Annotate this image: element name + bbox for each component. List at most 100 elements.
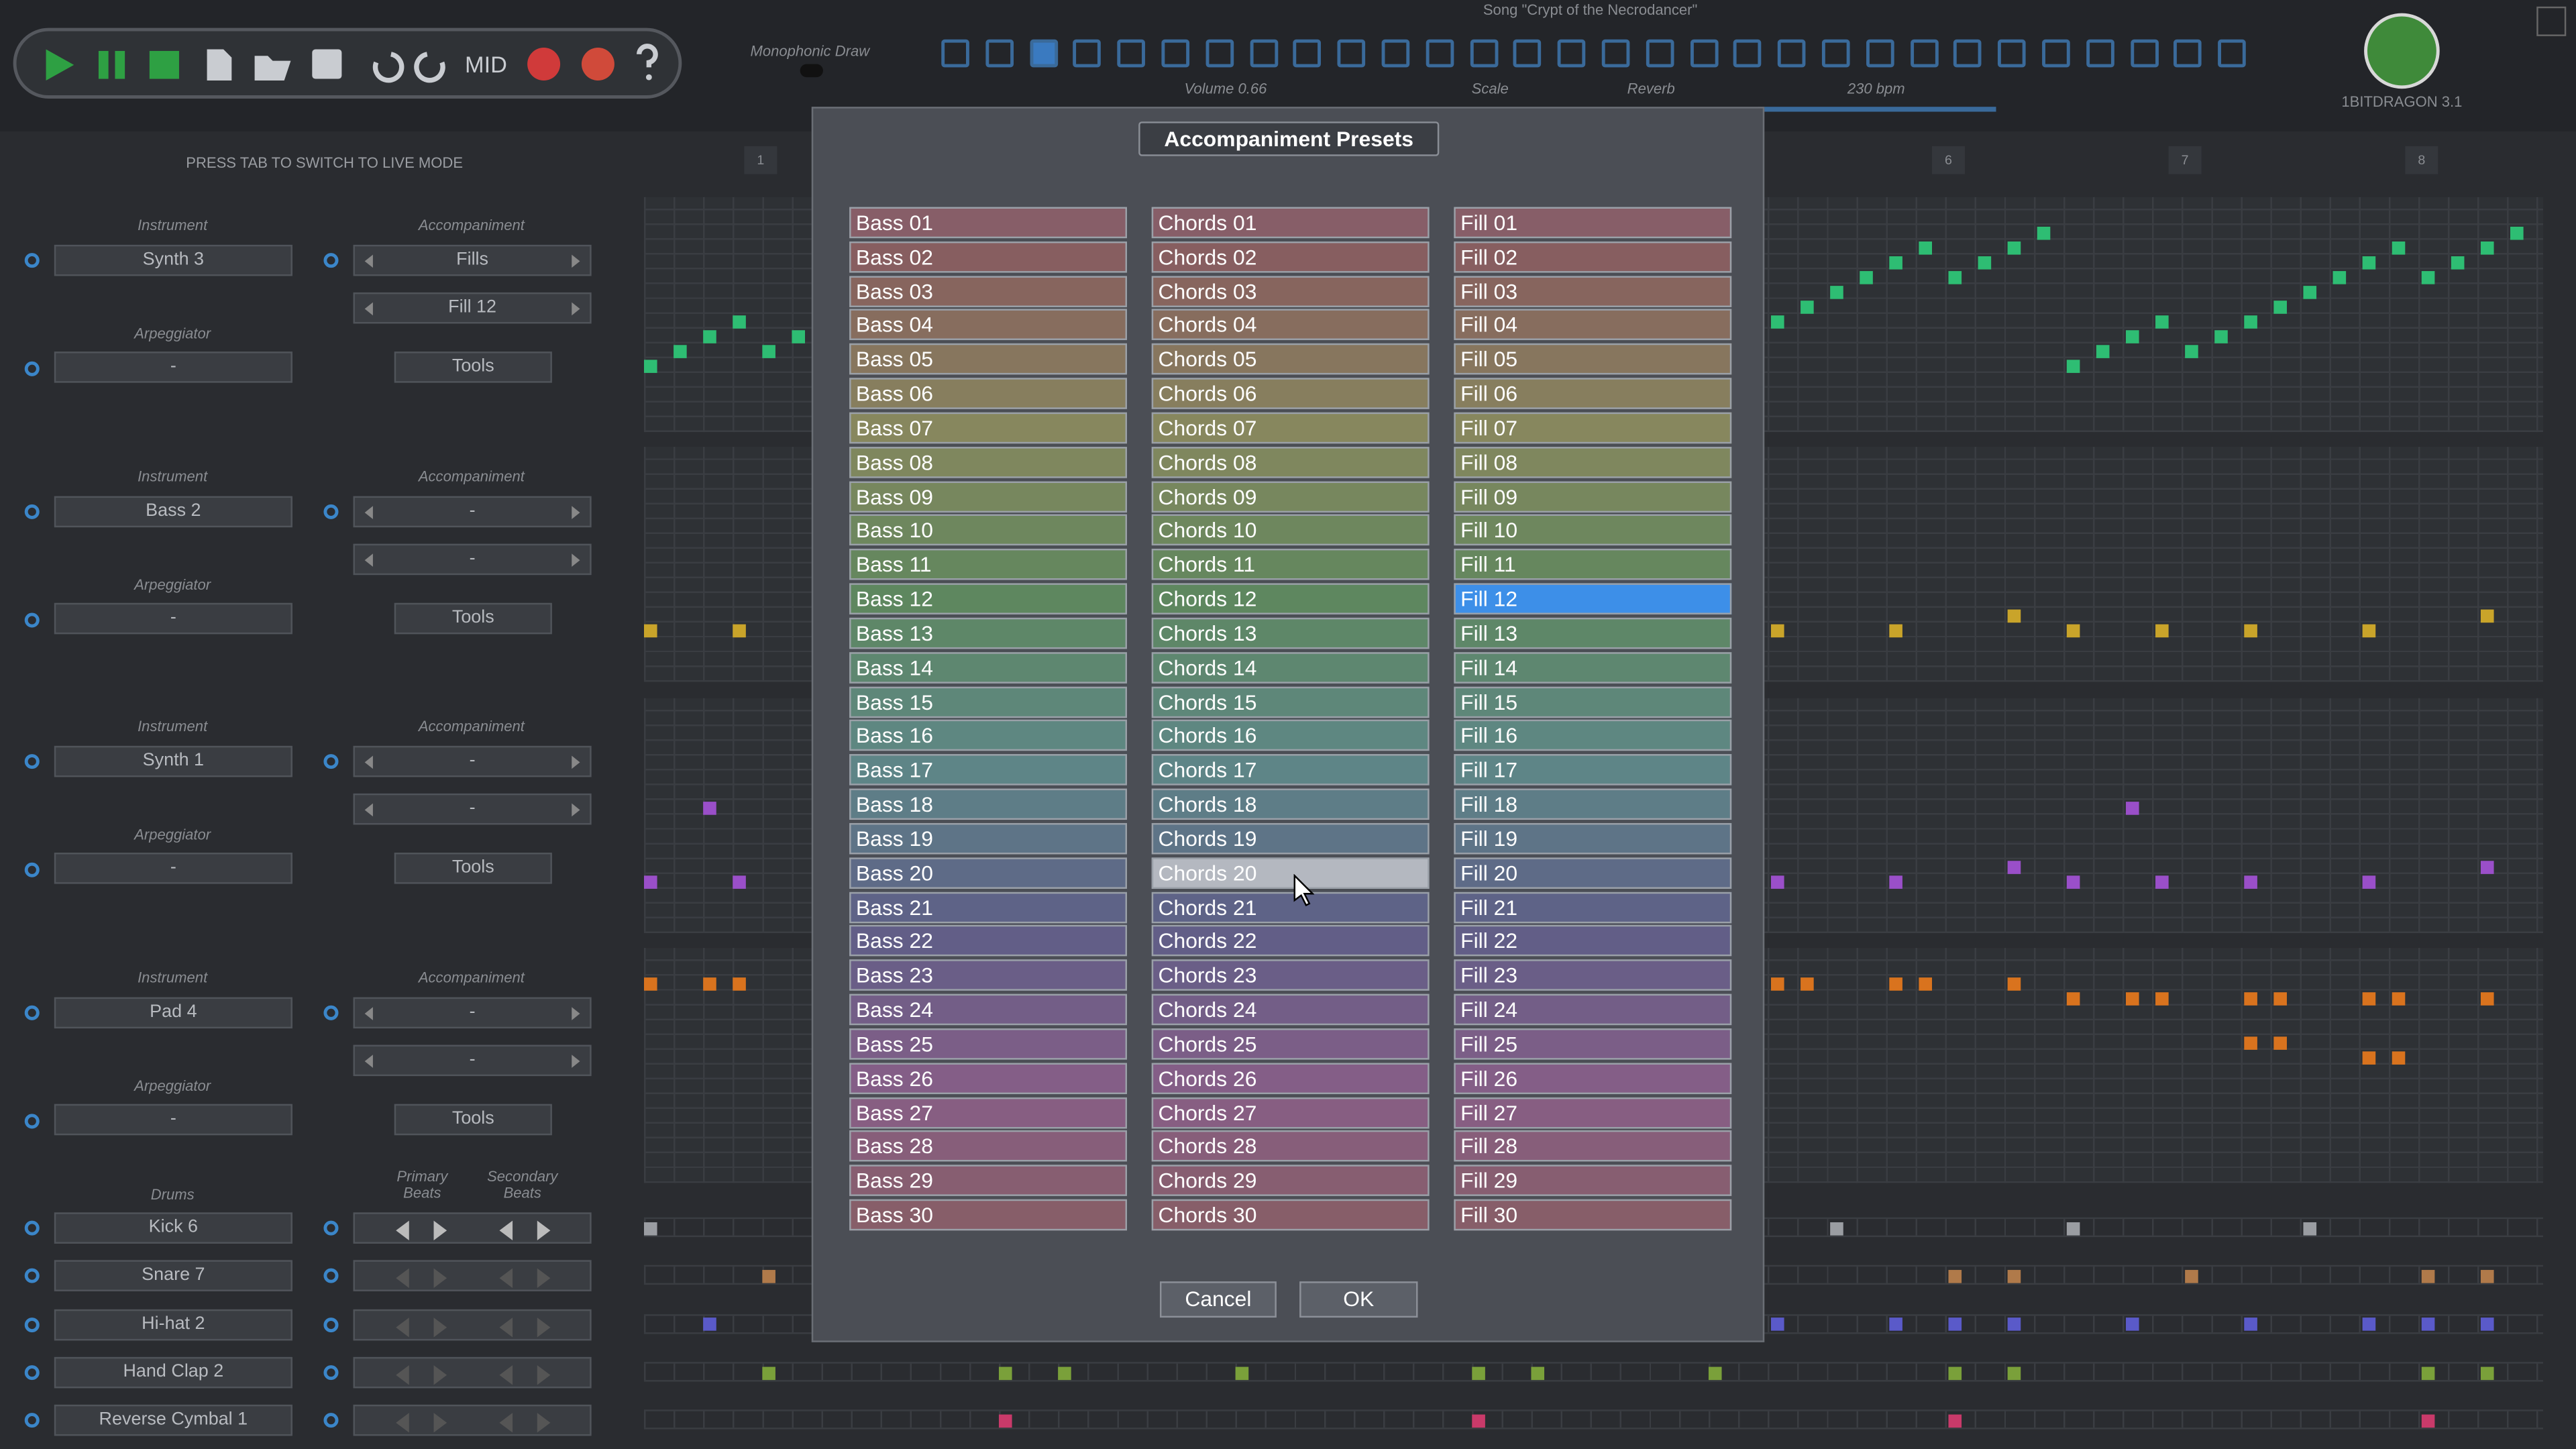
preset-item[interactable]: Chords 25 (1151, 1028, 1430, 1060)
preset-item[interactable]: Fill 04 (1454, 309, 1732, 341)
preset-item[interactable]: Fill 12 (1454, 583, 1732, 615)
preset-item[interactable]: Chords 13 (1151, 617, 1430, 649)
preset-item[interactable]: Chords 19 (1151, 822, 1430, 855)
preset-item[interactable]: Fill 15 (1454, 686, 1732, 718)
power-button[interactable] (24, 1364, 40, 1380)
preset-item[interactable]: Bass 16 (849, 720, 1128, 752)
beat-arrow[interactable] (396, 1364, 409, 1385)
accompaniment-preset-field[interactable]: - (353, 543, 592, 574)
arrow-right[interactable] (572, 302, 580, 316)
beat-arrow[interactable] (499, 1220, 513, 1240)
step-button[interactable] (1646, 39, 1674, 68)
accompaniment-field[interactable]: - (353, 495, 592, 527)
preset-item[interactable]: Bass 09 (849, 480, 1128, 513)
instrument-field[interactable]: Pad 4 (54, 996, 292, 1028)
accompaniment-field[interactable]: - (353, 745, 592, 777)
arrow-right[interactable] (572, 505, 580, 519)
preset-item[interactable]: Chords 17 (1151, 754, 1430, 786)
preset-item[interactable]: Chords 24 (1151, 994, 1430, 1026)
step-button[interactable] (1161, 39, 1190, 68)
arrow-right[interactable] (572, 553, 580, 566)
step-button[interactable] (1249, 39, 1278, 68)
step-button[interactable] (1117, 39, 1146, 68)
preset-item[interactable]: Fill 05 (1454, 343, 1732, 376)
preset-item[interactable]: Fill 23 (1454, 959, 1732, 991)
preset-item[interactable]: Chords 27 (1151, 1096, 1430, 1128)
preset-item[interactable]: Bass 07 (849, 412, 1128, 444)
loop-button[interactable] (581, 48, 614, 81)
arrow-left[interactable] (364, 254, 373, 268)
power-button[interactable] (24, 361, 40, 376)
preset-item[interactable]: Fill 20 (1454, 857, 1732, 889)
preset-item[interactable]: Bass 20 (849, 857, 1128, 889)
preset-item[interactable]: Fill 21 (1454, 891, 1732, 923)
tempo-slider[interactable] (1758, 107, 1996, 112)
preset-item[interactable]: Bass 12 (849, 583, 1128, 615)
preset-item[interactable]: Bass 03 (849, 275, 1128, 307)
arrow-left[interactable] (364, 1006, 373, 1020)
power-button[interactable] (24, 1317, 40, 1332)
preset-item[interactable]: Chords 29 (1151, 1165, 1430, 1197)
preset-item[interactable]: Fill 11 (1454, 549, 1732, 581)
step-button[interactable] (1513, 39, 1542, 68)
undo-button[interactable] (372, 52, 405, 83)
tools-button[interactable]: Tools (394, 853, 552, 884)
preset-item[interactable]: Bass 18 (849, 788, 1128, 820)
preset-item[interactable]: Bass 17 (849, 754, 1128, 786)
power-button[interactable] (24, 862, 40, 877)
step-button[interactable] (2130, 39, 2158, 68)
step-button[interactable] (1381, 39, 1410, 68)
pause-button[interactable] (98, 50, 109, 79)
step-button[interactable] (2042, 39, 2070, 68)
monophonic-toggle[interactable] (800, 64, 823, 78)
preset-item[interactable]: Chords 14 (1151, 651, 1430, 684)
step-button[interactable] (2174, 39, 2202, 68)
preset-item[interactable]: Chords 11 (1151, 549, 1430, 581)
preset-item[interactable]: Chords 18 (1151, 788, 1430, 820)
midi-button[interactable]: MID (465, 50, 507, 78)
beat-arrow[interactable] (396, 1220, 409, 1240)
power-button[interactable] (323, 1364, 339, 1380)
instrument-field[interactable]: Bass 2 (54, 495, 292, 527)
beats-field[interactable] (353, 1308, 592, 1340)
tools-button[interactable]: Tools (394, 352, 552, 383)
beat-arrow[interactable] (433, 1317, 447, 1337)
arrow-left[interactable] (364, 755, 373, 769)
beat-arrow[interactable] (537, 1413, 551, 1433)
arpeggiator-field[interactable]: - (54, 602, 292, 634)
preset-item[interactable]: Fill 02 (1454, 241, 1732, 273)
step-button[interactable] (1866, 39, 1894, 68)
fullscreen-button[interactable] (2536, 6, 2567, 36)
record-button[interactable] (527, 48, 561, 81)
power-button[interactable] (24, 1113, 40, 1128)
new-button[interactable] (207, 49, 232, 81)
preset-item[interactable]: Chords 01 (1151, 207, 1430, 239)
preset-item[interactable]: Chords 03 (1151, 275, 1430, 307)
preset-item[interactable]: Fill 06 (1454, 378, 1732, 410)
preset-item[interactable]: Bass 13 (849, 617, 1128, 649)
beat-arrow[interactable] (396, 1317, 409, 1337)
arrow-left[interactable] (364, 803, 373, 817)
preset-item[interactable]: Chords 22 (1151, 925, 1430, 957)
power-button[interactable] (323, 1413, 339, 1428)
pause-button[interactable] (115, 50, 125, 79)
preset-item[interactable]: Bass 29 (849, 1165, 1128, 1197)
beats-field[interactable] (353, 1405, 592, 1436)
step-button[interactable] (985, 39, 1014, 68)
step-button[interactable] (1029, 39, 1058, 68)
power-button[interactable] (24, 612, 40, 627)
accompaniment-preset-field[interactable]: - (353, 793, 592, 825)
preset-item[interactable]: Fill 25 (1454, 1028, 1732, 1060)
preset-item[interactable]: Fill 28 (1454, 1130, 1732, 1163)
arrow-left[interactable] (364, 553, 373, 566)
power-button[interactable] (24, 1004, 40, 1020)
step-button[interactable] (1205, 39, 1234, 68)
step-button[interactable] (2218, 39, 2247, 68)
preset-item[interactable]: Fill 22 (1454, 925, 1732, 957)
step-button[interactable] (1293, 39, 1322, 68)
redo-button[interactable] (414, 52, 445, 83)
step-button[interactable] (941, 39, 969, 68)
preset-item[interactable]: Fill 18 (1454, 788, 1732, 820)
beat-arrow[interactable] (433, 1269, 447, 1289)
beat-arrow[interactable] (499, 1269, 513, 1289)
